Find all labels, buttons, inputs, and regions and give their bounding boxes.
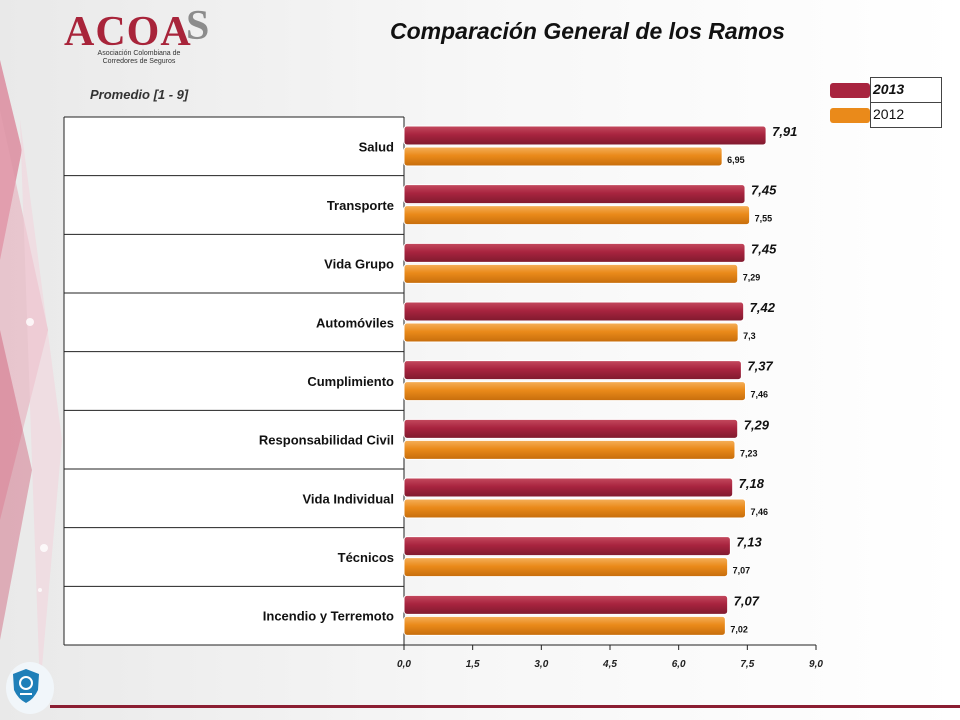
bar-2013 bbox=[403, 360, 742, 381]
legend-box-2013: 2013 bbox=[870, 77, 942, 103]
bar-2013 bbox=[403, 184, 746, 205]
chart-title: Comparación General de los Ramos bbox=[390, 18, 785, 44]
x-tick-label: 1,5 bbox=[466, 659, 480, 670]
bar-2012 bbox=[403, 263, 739, 284]
bar-2013 bbox=[403, 477, 734, 498]
data-label-2013: 7,37 bbox=[747, 359, 773, 374]
x-tick-label: 4,5 bbox=[602, 659, 617, 670]
category-label: Cumplimiento bbox=[307, 374, 394, 389]
bar-2013 bbox=[403, 125, 767, 146]
x-tick-label: 3,0 bbox=[534, 659, 548, 670]
category-label: Vida Grupo bbox=[324, 257, 394, 272]
bar-2013 bbox=[403, 301, 745, 322]
decor-dot-2 bbox=[40, 544, 48, 552]
data-label-2012: 7,55 bbox=[755, 214, 773, 224]
legend-swatch-2013 bbox=[830, 83, 870, 98]
bar-2012 bbox=[403, 615, 726, 636]
footer-rule bbox=[50, 705, 960, 708]
logo-s-mark: S bbox=[186, 3, 210, 49]
decor-dot-1 bbox=[26, 318, 34, 326]
decor-shape-left-2 bbox=[0, 110, 48, 520]
category-label: Técnicos bbox=[338, 550, 394, 565]
data-label-2012: 7,23 bbox=[740, 448, 758, 458]
data-label-2012: 7,46 bbox=[751, 507, 769, 517]
data-label-2013: 7,91 bbox=[772, 124, 797, 139]
legend-item-2013: 2013 bbox=[828, 77, 944, 103]
data-label-2012: 7,02 bbox=[730, 624, 748, 634]
data-label-2013: 7,42 bbox=[750, 300, 776, 315]
logo-subtitle: Asociación Colombiana de Corredores de S… bbox=[97, 50, 181, 65]
data-label-2012: 7,29 bbox=[743, 272, 761, 282]
x-tick-label: 0,0 bbox=[397, 659, 411, 670]
data-label-2013: 7,45 bbox=[751, 241, 777, 256]
decor-shape-left-3 bbox=[0, 330, 32, 640]
shield-logo-icon bbox=[13, 669, 39, 703]
legend-item-2012: 2012 bbox=[828, 102, 944, 128]
data-label-2012: 7,07 bbox=[733, 566, 751, 576]
data-label-2013: 7,18 bbox=[739, 476, 765, 491]
bar-2013 bbox=[403, 594, 729, 615]
bar-2013 bbox=[403, 242, 746, 263]
decor-dot-3 bbox=[38, 588, 42, 592]
legend-label-2012: 2012 bbox=[873, 106, 905, 122]
data-label-2013: 7,29 bbox=[744, 417, 770, 432]
bar-2012 bbox=[403, 557, 729, 578]
legend-label-2013: 2013 bbox=[873, 81, 905, 97]
bar-2012 bbox=[403, 498, 747, 519]
category-label: Responsabilidad Civil bbox=[259, 433, 394, 448]
legend-swatch-2012 bbox=[830, 108, 870, 123]
data-label-2013: 7,07 bbox=[734, 593, 760, 608]
data-label-2012: 7,3 bbox=[743, 331, 756, 341]
bar-2012 bbox=[403, 205, 751, 226]
x-tick-label: 7,5 bbox=[740, 659, 754, 670]
bar-2012 bbox=[403, 322, 739, 343]
decor-shape-left-4 bbox=[20, 120, 62, 690]
legend-box-2012: 2012 bbox=[870, 102, 942, 128]
data-label-2013: 7,13 bbox=[736, 535, 762, 550]
category-panel bbox=[64, 117, 404, 645]
category-label: Vida Individual bbox=[302, 491, 394, 506]
bar-2012 bbox=[403, 146, 723, 167]
category-label: Incendio y Terremoto bbox=[263, 609, 394, 624]
data-label-2012: 7,46 bbox=[751, 390, 769, 400]
logo-wordmark: ACOA bbox=[64, 9, 192, 55]
data-label-2012: 6,95 bbox=[727, 155, 745, 165]
x-tick-label: 9,0 bbox=[809, 659, 823, 670]
category-label: Automóviles bbox=[316, 315, 394, 330]
category-label: Salud bbox=[359, 139, 394, 154]
x-tick-label: 6,0 bbox=[672, 659, 686, 670]
bar-2012 bbox=[403, 381, 747, 402]
bar-2013 bbox=[403, 536, 731, 557]
bar-2013 bbox=[403, 418, 739, 439]
data-label-2013: 7,45 bbox=[751, 183, 777, 198]
chart-subtitle: Promedio [1 - 9] bbox=[90, 87, 189, 102]
bar-2012 bbox=[403, 439, 736, 460]
category-label: Transporte bbox=[327, 198, 394, 213]
